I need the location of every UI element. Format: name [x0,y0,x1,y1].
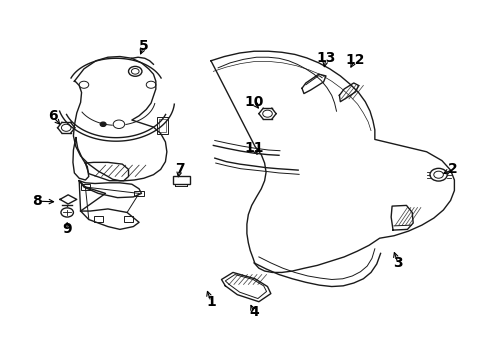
Text: 2: 2 [447,162,457,176]
Text: 9: 9 [62,222,72,237]
Circle shape [113,120,124,129]
Circle shape [61,208,73,217]
Text: 11: 11 [244,141,264,155]
Circle shape [100,122,106,126]
Text: 5: 5 [139,39,148,53]
Text: 7: 7 [175,162,184,176]
Bar [134,190,143,196]
Bar [81,184,90,190]
Bar [93,216,103,222]
Text: 3: 3 [392,256,402,270]
Text: 4: 4 [249,305,259,319]
Text: 6: 6 [48,109,58,123]
Bar [123,216,133,222]
Text: 10: 10 [244,95,263,109]
Text: 12: 12 [344,53,364,67]
Text: 1: 1 [205,295,215,309]
Text: 8: 8 [33,194,42,208]
Text: 13: 13 [316,51,335,65]
